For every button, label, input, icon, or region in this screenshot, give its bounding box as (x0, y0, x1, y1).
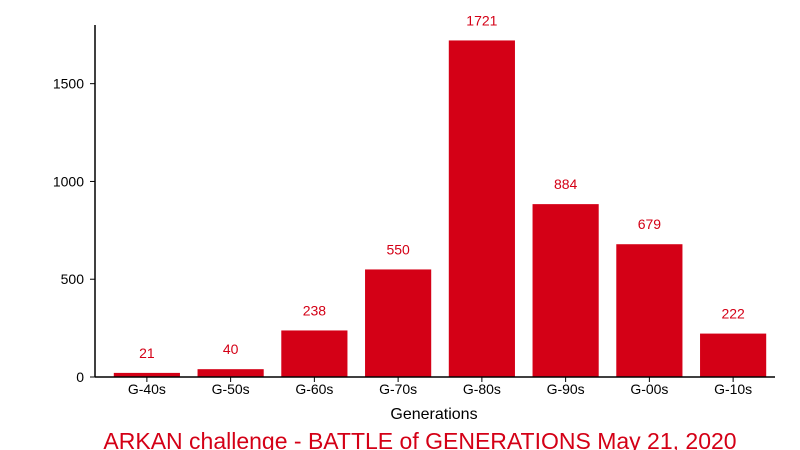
bar-value-label: 679 (638, 216, 662, 232)
x-tick-label: G-70s (379, 381, 417, 397)
x-tick-label: G-80s (463, 381, 501, 397)
x-axis-label: Generations (390, 406, 477, 423)
bar (113, 372, 180, 377)
bar (532, 204, 599, 377)
y-tick-label: 1500 (53, 76, 84, 92)
bar-value-label: 550 (386, 241, 410, 257)
y-tick-label: 500 (61, 271, 85, 287)
bar-value-label: 238 (303, 302, 327, 318)
bar (700, 333, 767, 377)
bar-value-label: 884 (554, 176, 578, 192)
bar (448, 40, 515, 378)
bar-value-label: 222 (721, 306, 745, 322)
bar (197, 369, 264, 377)
bar (281, 330, 348, 377)
bars-group (113, 40, 767, 378)
x-tick-label: G-40s (128, 381, 166, 397)
bar (365, 269, 432, 377)
x-tick-label: G-50s (212, 381, 250, 397)
bar-value-label: 40 (223, 341, 239, 357)
bar-value-label: 1721 (466, 12, 497, 28)
chart-title: ARKAN challenge - BATTLE of GENERATIONS … (103, 428, 736, 450)
x-tick-label: G-60s (295, 381, 333, 397)
x-tick-label: G-90s (547, 381, 585, 397)
bar-value-label: 21 (139, 345, 155, 361)
y-tick-label: 1000 (53, 173, 84, 189)
y-tick-label: 0 (76, 369, 84, 385)
data-labels-group: 21 40 238 550 1721 884 679 222 (139, 12, 745, 360)
x-tick-label: G-00s (630, 381, 668, 397)
x-axis-ticks: G-40s G-50s G-60s G-70s G-80s G-90s G-00s G-10s (128, 377, 752, 397)
bar (616, 244, 683, 377)
x-tick-label: G-10s (714, 381, 752, 397)
y-axis-ticks: 0 500 1000 1500 (53, 76, 95, 385)
